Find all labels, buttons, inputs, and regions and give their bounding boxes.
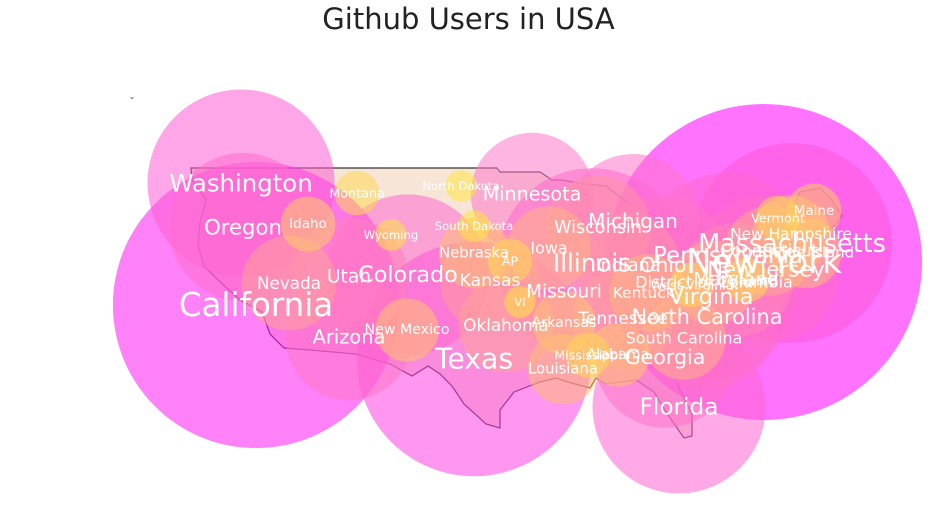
label-louisiana: Louisiana <box>528 361 598 378</box>
label-minnesota: Minnesota <box>483 183 582 206</box>
bubble-new-mexico <box>375 298 439 362</box>
label-arizona: Arizona <box>313 326 386 349</box>
bubble-south-dakota <box>458 210 490 242</box>
label-iowa: Iowa <box>530 239 567 258</box>
label-colorado: Colorado <box>358 262 458 288</box>
label-nevada: Nevada <box>257 273 321 293</box>
chart-title: Github Users in USA <box>322 2 615 36</box>
label-idaho: Idaho <box>289 216 327 232</box>
stray-mark: ˘ <box>130 96 135 108</box>
label-rhode-island: Rhode Island <box>758 245 854 262</box>
label-mississippi: Mississippi <box>554 348 622 363</box>
label-new-hampshire: New Hampshire <box>730 225 852 243</box>
label-vi: VI <box>514 295 525 309</box>
label-connecticut: Connecticut <box>720 242 819 261</box>
label-tennessee: Tennessee <box>577 309 668 329</box>
bubble-wyoming <box>375 219 407 251</box>
label-missouri: Missouri <box>526 282 602 303</box>
bubble-north-dakota <box>445 170 477 202</box>
label-indiana: Indiana <box>595 256 660 276</box>
label-maine: Maine <box>794 203 835 219</box>
label-new-jersey: New Jersey <box>707 257 825 282</box>
label-illinois: Illinois <box>553 249 631 278</box>
label-oklahoma: Oklahoma <box>463 315 548 335</box>
label-maryland: Maryland <box>693 270 778 291</box>
bubble-ap <box>487 238 533 284</box>
label-pennsylvania: Pennsylvania <box>653 243 803 269</box>
bubble-vi <box>504 286 536 318</box>
label-new-york: New York <box>686 242 842 282</box>
label-kansas: Kansas <box>460 271 521 291</box>
label-wisconsin: Wisconsin <box>554 218 642 238</box>
bubble-layer <box>112 89 922 494</box>
label-georgia: Georgia <box>625 345 706 369</box>
label-montana: Montana <box>329 186 384 201</box>
label-florida: Florida <box>640 394 719 421</box>
label-nebraska: Nebraska <box>439 245 509 262</box>
label-texas: Texas <box>434 343 513 376</box>
bubble-vermont <box>755 195 801 241</box>
bubble-mississippi <box>565 332 611 378</box>
label-alabama: Alabama <box>587 347 650 363</box>
label-district-of-columbia: District of Columbia <box>635 273 793 292</box>
label-new-mexico: New Mexico <box>365 322 450 338</box>
label-oregon: Oregon <box>204 215 282 240</box>
label-utah: Utah <box>327 267 371 288</box>
label-massachusetts: Massachusetts <box>698 228 886 258</box>
label-virginia: Virginia <box>669 284 754 310</box>
label-delaware: Delaware <box>717 273 777 288</box>
label-vermont: Vermont <box>751 211 805 226</box>
label-north-carolina: North Carolina <box>631 305 782 329</box>
bubble-kentucky <box>609 254 687 332</box>
bubble-west-virginia <box>669 262 715 308</box>
label-ohio: Ohio <box>640 253 687 277</box>
label-kentucky: Kentucky <box>613 284 683 302</box>
bubble-delaware <box>724 257 770 303</box>
label-arkansas: Arkansas <box>532 315 597 331</box>
label-south-carolina: South Carolina <box>626 329 743 348</box>
label-west-virginia: West Virginia <box>650 278 733 293</box>
label-washington: Washington <box>169 169 312 198</box>
label-michigan: Michigan <box>588 209 678 233</box>
bubble-montana <box>334 170 380 216</box>
label-ap: AP <box>502 254 519 269</box>
label-california: California <box>179 286 333 324</box>
bubble-nevada <box>241 235 337 331</box>
bubble-maine <box>786 183 842 239</box>
bubble-idaho <box>280 196 336 252</box>
label-wyoming: Wyoming <box>364 228 418 242</box>
label-north-dakota: North Dakota <box>422 179 499 193</box>
label-layer: California New York Washington Texas Massach… <box>169 169 885 421</box>
label-south-dakota: South Dakota <box>435 219 513 233</box>
